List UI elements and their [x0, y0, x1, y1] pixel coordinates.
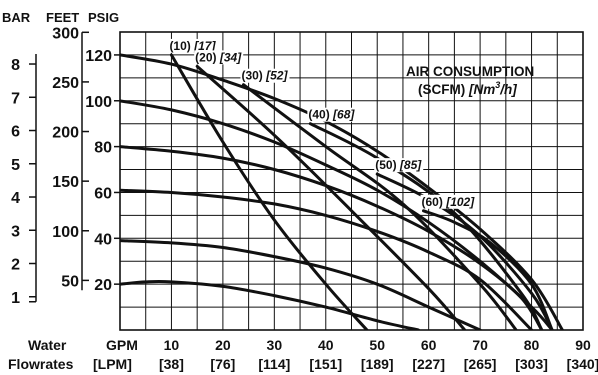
tick-labels: 20 40 60 80 100 120 50 100 150 200 250 300 1 2 3 4 5 6 7 8 1…: [11, 25, 598, 372]
lpm-tick-label: [340]: [567, 356, 598, 372]
psig-tick-label: 60: [94, 185, 112, 202]
lpm-tick-label: [151]: [309, 356, 342, 372]
lpm-tick-label: [114]: [258, 356, 290, 372]
air-curve-1: [195, 64, 467, 330]
x-unit-gpm: GPM: [106, 337, 138, 353]
units-sup: 3: [495, 80, 500, 90]
air-curve-2: [242, 83, 518, 330]
lpm-tick-label: [265]: [464, 356, 497, 372]
feet-tick-label: 150: [52, 174, 79, 191]
chart-curves: (10) [17](20) [34] (30) [52] (40) [68] (50)…: [120, 38, 564, 330]
bar-tick-label: 6: [11, 124, 20, 141]
psig-tick-label: 40: [94, 231, 112, 248]
gpm-tick-label: 60: [421, 337, 437, 353]
x-row-label-water: Water: [28, 337, 67, 353]
x-unit-lpm: [LPM]: [93, 356, 132, 372]
pressure-curve-0: [120, 53, 564, 330]
air-consumption-units: (SCFM) [Nm3/h]: [418, 80, 517, 97]
psig-tick-label: 80: [94, 140, 112, 157]
air-curve-label-scfm: (10): [169, 39, 194, 53]
units-h: /h]: [499, 82, 517, 97]
pressure-curve-5: [120, 279, 420, 330]
lpm-tick-label: [227]: [412, 356, 445, 372]
gpm-tick-label: 20: [215, 337, 231, 353]
units-scfm: (SCFM): [418, 82, 469, 97]
air-consumption-legend: AIR CONSUMPTION (SCFM) [Nm3/h]: [406, 64, 534, 97]
air-curve-label-metric: [34]: [219, 50, 242, 64]
air-curve-label-metric: [17]: [193, 39, 216, 53]
lpm-tick-label: [38]: [159, 356, 184, 372]
air-curve-label-scfm: (20): [195, 50, 220, 64]
air-curve-label-bg: [240, 68, 290, 83]
feet-tick-label: 300: [52, 25, 79, 42]
bar-tick-label: 5: [11, 157, 20, 174]
left-axes: [29, 31, 120, 303]
air-curve-label-metric: [52]: [265, 69, 288, 83]
feet-tick-label: 50: [61, 273, 79, 290]
gpm-tick-label: 90: [575, 337, 591, 353]
air-curve-3: [308, 122, 544, 330]
air-curve-label-bg: [420, 194, 477, 209]
air-curve-0: [169, 53, 369, 330]
air-curve-label-metric: [85]: [399, 158, 422, 172]
air-curve-label-bg: [194, 50, 244, 65]
feet-tick-label: 100: [52, 224, 79, 241]
feet-tick-label: 200: [52, 125, 79, 142]
gpm-tick-label: 50: [369, 337, 385, 353]
gpm-tick-label: 30: [267, 337, 283, 353]
bar-tick-label: 8: [11, 57, 20, 74]
header-bar: BAR: [2, 10, 31, 25]
air-curve-label-bg: [168, 38, 218, 53]
lpm-tick-label: [76]: [210, 356, 235, 372]
bar-tick-label: 7: [11, 90, 20, 107]
air-curve-label-scfm: (50): [375, 158, 400, 172]
air-curve-label-0: (10) [17]: [169, 39, 216, 53]
units-nm: [Nm: [468, 82, 495, 97]
feet-tick-label: 250: [52, 75, 79, 92]
psig-tick-label: 100: [85, 94, 112, 111]
gpm-tick-label: 70: [472, 337, 488, 353]
air-curve-label-5: (60) [102]: [422, 195, 476, 209]
air-consumption-title: AIR CONSUMPTION: [406, 64, 534, 79]
header-feet: FEET: [46, 10, 79, 25]
bar-tick-label: 2: [11, 257, 20, 274]
header-psig: PSIG: [88, 10, 119, 25]
bar-tick-label: 1: [11, 290, 20, 307]
air-curve-label-3: (40) [68]: [308, 108, 355, 122]
psig-tick-label: 20: [94, 277, 112, 294]
x-row-label-flowrates: Flowrates: [8, 356, 74, 372]
psig-tick-label: 120: [85, 48, 112, 65]
air-curve-label-4: (50) [85]: [375, 158, 422, 172]
lpm-tick-label: [303]: [515, 356, 548, 372]
air-curve-label-metric: [102]: [445, 195, 475, 209]
air-curve-label-scfm: (60): [422, 195, 447, 209]
gpm-tick-label: 80: [524, 337, 540, 353]
pressure-curve-4: [120, 239, 482, 330]
air-curve-label-metric: [68]: [332, 108, 355, 122]
air-curve-label-bg: [374, 158, 424, 173]
bar-tick-label: 4: [11, 190, 20, 207]
pressure-curve-2: [120, 145, 544, 330]
lpm-tick-label: [189]: [361, 356, 394, 372]
bar-tick-label: 3: [11, 223, 20, 240]
air-curve-label-bg: [307, 107, 357, 122]
air-curve-5: [422, 209, 554, 330]
curve-group: [120, 53, 564, 330]
gpm-tick-label: 40: [318, 337, 334, 353]
air-curve-label-scfm: (30): [241, 69, 266, 83]
air-curve-label-1: (20) [34]: [195, 50, 242, 64]
air-curve-label-scfm: (40): [308, 108, 333, 122]
air-curve-label-2: (30) [52]: [241, 69, 288, 83]
gpm-tick-label: 10: [164, 337, 180, 353]
